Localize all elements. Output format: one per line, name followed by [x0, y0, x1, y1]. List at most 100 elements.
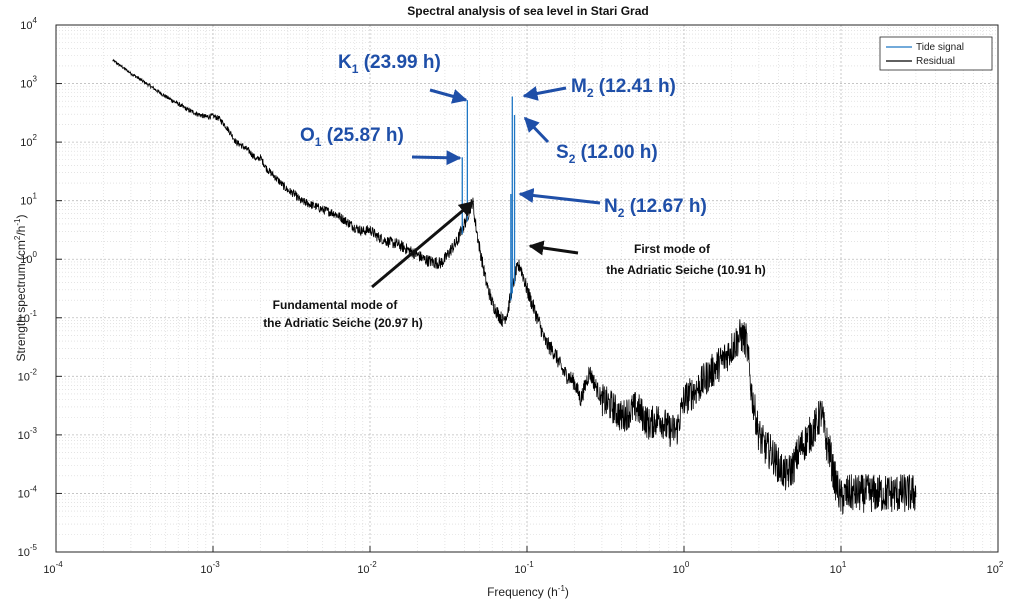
y-tick-exp: -1	[30, 309, 38, 318]
annotation-m2: M2 (12.41 h)	[522, 76, 676, 101]
annotation-k1-rest: (23.99 h)	[358, 52, 440, 73]
annotation-m2-label: M2 (12.41 h)	[571, 76, 676, 100]
y-tick-exp: -5	[30, 543, 38, 552]
axis-ticks	[55, 24, 999, 553]
y-tick-exp: 0	[33, 250, 38, 259]
x-tick-base: 10	[830, 564, 842, 576]
y-axis-label-end: )	[14, 215, 28, 219]
y-tick-exp: 2	[33, 133, 38, 142]
annotation-n2-label: N2 (12.67 h)	[604, 196, 707, 220]
annotation-o1-label: O1 (25.87 h)	[300, 125, 404, 149]
plot-area	[55, 24, 999, 553]
x-tick-exp: 0	[685, 560, 690, 569]
x-tick-label: 102	[987, 560, 1004, 576]
annotation-o1-arrow	[411, 150, 462, 166]
x-tick-exp: -2	[370, 560, 378, 569]
annotation-s2-arrow	[523, 116, 550, 144]
annotation-o1-main: O	[300, 125, 315, 146]
y-tick-label: 10-4	[18, 484, 38, 500]
annotation-fundamental-mode: Fundamental mode of the Adriatic Seiche …	[263, 200, 475, 330]
annotation-first-arrow	[528, 240, 579, 256]
x-tick-label: 10-1	[514, 560, 534, 576]
x-tick-exp: 2	[999, 560, 1004, 569]
annotation-first-line1: First mode of	[634, 242, 711, 256]
y-tick-label: 10-1	[18, 309, 38, 325]
y-tick-exp: 1	[33, 192, 38, 201]
y-tick-exp: -2	[30, 367, 38, 376]
annotation-m2-sub: 2	[587, 86, 594, 100]
x-tick-exp: -4	[56, 560, 64, 569]
y-tick-label: 103	[20, 75, 37, 91]
annotation-n2-main: N	[604, 196, 618, 217]
x-tick-label: 10-4	[43, 560, 63, 576]
y-tick-base: 10	[20, 196, 32, 208]
x-tick-label: 101	[830, 560, 847, 576]
x-tick-base: 10	[673, 564, 685, 576]
x-axis-label-text: Frequency (h	[487, 585, 558, 599]
annotation-fundamental-line2: the Adriatic Seiche (20.97 h)	[263, 316, 423, 330]
annotation-s2-rest: (12.00 h)	[575, 142, 657, 163]
y-tick-base: 10	[20, 137, 32, 149]
annotations: K1 (23.99 h) O1 (25.87 h) M2 (12.41 h) S…	[263, 52, 766, 330]
annotation-first-mode: First mode of the Adriatic Seiche (10.91…	[528, 240, 766, 277]
series-tide-signal	[461, 96, 516, 301]
x-tick-base: 10	[43, 564, 55, 576]
y-tick-base: 10	[20, 79, 32, 91]
x-tick-base: 10	[200, 564, 212, 576]
y-tick-exp: 3	[33, 75, 38, 84]
y-tick-exp: 4	[33, 16, 38, 25]
chart-title: Spectral analysis of sea level in Stari …	[407, 4, 648, 18]
x-tick-exp: -1	[527, 560, 535, 569]
x-tick-labels: 10-4 10-3 10-2 10-1 100 101 102	[43, 560, 1004, 576]
x-tick-base: 10	[357, 564, 369, 576]
annotation-k1-main: K	[338, 52, 352, 73]
y-tick-label: 101	[20, 192, 37, 208]
x-axis-label-end: )	[565, 585, 569, 599]
legend-box	[879, 36, 993, 71]
x-axis-label-sup: -1	[558, 584, 566, 593]
annotation-m2-rest: (12.41 h)	[594, 76, 676, 97]
y-tick-exp: -4	[30, 484, 38, 493]
annotation-first-line2: the Adriatic Seiche (10.91 h)	[606, 263, 766, 277]
x-tick-label: 10-2	[357, 560, 377, 576]
y-axis-label-mid: /h	[14, 226, 28, 236]
annotation-fundamental-line1: Fundamental mode of	[273, 298, 399, 312]
annotation-fundamental-arrow	[371, 200, 475, 289]
x-tick-label: 10-3	[200, 560, 220, 576]
x-tick-base: 10	[514, 564, 526, 576]
annotation-s2-sub: 2	[569, 152, 576, 166]
annotation-s2-label: S2 (12.00 h)	[556, 142, 658, 166]
x-tick-exp: -3	[213, 560, 221, 569]
annotation-k1-arrow	[429, 88, 468, 104]
y-tick-base: 10	[18, 430, 30, 442]
y-axis-label-sup2: -1	[13, 218, 22, 226]
y-tick-base: 10	[20, 20, 32, 32]
y-tick-base: 10	[18, 547, 30, 559]
y-tick-label: 100	[20, 250, 37, 266]
y-tick-base: 10	[20, 254, 32, 266]
annotation-n2-arrow	[518, 188, 601, 205]
annotation-k1: K1 (23.99 h)	[338, 52, 468, 104]
y-tick-label: 10-3	[18, 426, 38, 442]
y-axis-label-sup1: 2	[13, 235, 22, 240]
y-axis-label-text: Strength spectrum (cm	[14, 240, 28, 361]
y-tick-exp: -3	[30, 426, 38, 435]
y-tick-label: 104	[20, 16, 37, 32]
legend-label-residual: Residual	[916, 56, 955, 67]
annotation-k1-sub: 1	[352, 62, 359, 76]
legend: Tide signal Residual	[879, 36, 993, 71]
annotation-o1-sub: 1	[315, 135, 322, 149]
annotation-n2-sub: 2	[618, 206, 625, 220]
y-tick-base: 10	[18, 488, 30, 500]
y-tick-base: 10	[18, 371, 30, 383]
x-tick-exp: 1	[842, 560, 847, 569]
y-axis-label: Strength spectrum (cm2/h-1)	[13, 215, 28, 362]
x-tick-base: 10	[987, 564, 999, 576]
annotation-m2-main: M	[571, 76, 587, 97]
annotation-o1-rest: (25.87 h)	[321, 125, 403, 146]
y-tick-base: 10	[18, 313, 30, 325]
annotation-s2-main: S	[556, 142, 569, 163]
annotation-n2-rest: (12.67 h)	[624, 196, 706, 217]
